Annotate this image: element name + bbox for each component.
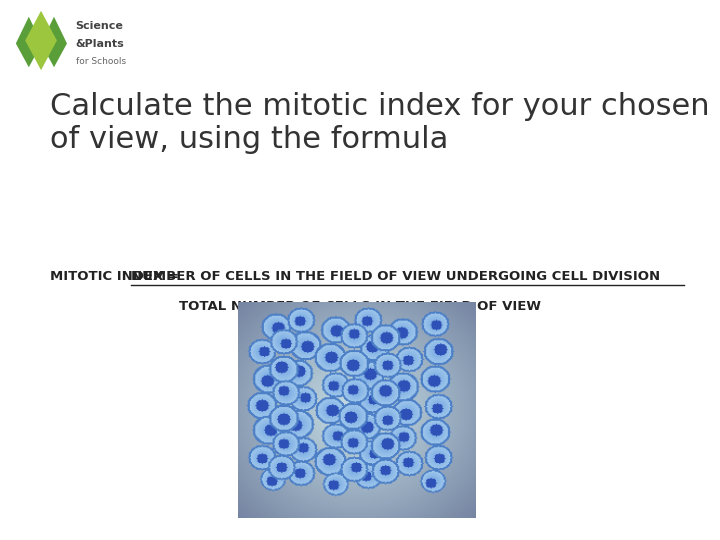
Text: &Plants: &Plants	[76, 39, 125, 49]
Text: TOTAL NUMBER OF CELLS IN THE FIELD OF VIEW: TOTAL NUMBER OF CELLS IN THE FIELD OF VI…	[179, 300, 541, 313]
Polygon shape	[41, 17, 67, 67]
Polygon shape	[25, 11, 57, 70]
Text: NUMBER OF CELLS IN THE FIELD OF VIEW UNDERGOING CELL DIVISION: NUMBER OF CELLS IN THE FIELD OF VIEW UND…	[131, 270, 660, 283]
Polygon shape	[16, 17, 42, 67]
Text: Science: Science	[76, 21, 123, 31]
Text: Calculate the mitotic index for your chosen field
of view, using the formula: Calculate the mitotic index for your cho…	[50, 92, 720, 154]
Text: MITOTIC INDEX =: MITOTIC INDEX =	[50, 270, 184, 283]
Text: for Schools: for Schools	[76, 57, 126, 66]
